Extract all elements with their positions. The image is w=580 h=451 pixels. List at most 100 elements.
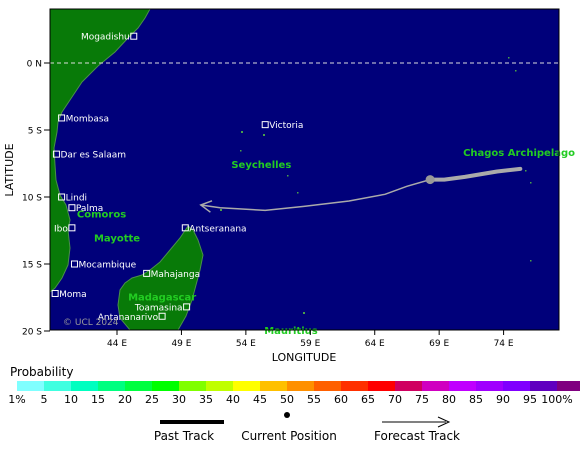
city-square-icon	[261, 121, 269, 129]
legend-tick-label: 70	[388, 393, 402, 406]
city-marker: Ibo	[54, 224, 76, 234]
legend-swatch	[368, 381, 395, 391]
legend-swatch	[557, 381, 580, 391]
lat-tick-label: 15 S	[22, 261, 42, 271]
legend-tick-label: 10	[64, 393, 78, 406]
legend-swatch	[125, 381, 152, 391]
lon-tick-label: 54 E	[236, 339, 256, 349]
current-position-legend-dot	[284, 412, 290, 418]
region-label: Mayotte	[94, 234, 140, 245]
legend-swatch	[233, 381, 260, 391]
lon-tick-label: 59 E	[300, 339, 320, 349]
y-axis-title: LATITUDE	[3, 143, 16, 196]
legend-swatch	[287, 381, 314, 391]
probability-color-scale	[17, 381, 580, 391]
city-label: Mocambique	[78, 261, 136, 271]
city-label: Lindi	[66, 194, 87, 204]
legend-tick-label: 5	[41, 393, 48, 406]
map-frame	[49, 8, 560, 331]
city-label: Palma	[76, 204, 103, 214]
legend-swatch	[179, 381, 206, 391]
legend-tick-label: 30	[172, 393, 186, 406]
city-marker: Mombasa	[58, 114, 109, 124]
forecast-track-legend-arrow	[437, 416, 451, 428]
legend-tick-label: 50	[280, 393, 294, 406]
lat-tick-label: 20 S	[22, 328, 42, 338]
city-label: Antananarivo	[98, 313, 159, 323]
legend-tick-label: 55	[307, 393, 321, 406]
city-square-icon	[143, 269, 151, 277]
city-square-icon	[51, 289, 59, 297]
city-square-icon	[130, 32, 138, 40]
legend-swatch	[260, 381, 287, 391]
legend-tick-label: 35	[199, 393, 213, 406]
legend-swatch	[530, 381, 557, 391]
city-marker: Lindi	[58, 193, 87, 204]
city-marker: Mahajanga	[143, 269, 200, 280]
city-label: Victoria	[269, 121, 303, 131]
city-marker: Mogadishu	[81, 32, 138, 43]
legend-swatch	[422, 381, 449, 391]
city-label: Antseranana	[189, 224, 246, 234]
city-square-icon	[70, 260, 78, 268]
city-square-icon	[58, 193, 66, 201]
past-track-line	[428, 166, 523, 182]
city-label: Dar es Salaam	[60, 151, 126, 161]
legend-title: Probability	[10, 365, 73, 379]
legend-tick-label: 20	[118, 393, 132, 406]
legend-swatch	[44, 381, 71, 391]
legend-tick-label: 15	[91, 393, 105, 406]
lon-tick-label: 49 E	[171, 339, 191, 349]
africa-landmass	[49, 8, 151, 294]
city-square-icon	[183, 303, 191, 311]
legend-tick-label: 40	[226, 393, 240, 406]
legend-swatch	[314, 381, 341, 391]
city-label: Mogadishu	[81, 33, 130, 43]
lon-tick-label: 44 E	[107, 339, 127, 349]
lat-tick-label: 5 S	[28, 127, 43, 137]
legend-swatch	[476, 381, 503, 391]
legend-swatch	[17, 381, 44, 391]
legend-swatch	[395, 381, 422, 391]
legend-swatch	[152, 381, 179, 391]
legend-tick-label: 1%	[8, 393, 25, 406]
current-position-legend-label: Current Position	[241, 429, 337, 443]
copyright-text: © UCL 2024	[63, 318, 119, 328]
legend-swatch	[206, 381, 233, 391]
city-label: Mombasa	[66, 114, 109, 124]
legend-swatch	[449, 381, 476, 391]
lat-tick-label: 10 S	[22, 194, 42, 204]
current-position-marker	[425, 175, 435, 185]
lat-tick-label: 0 N	[27, 60, 42, 70]
region-label: Comoros	[77, 209, 126, 220]
city-label: Toamasina	[134, 303, 183, 313]
city-label: Mahajanga	[151, 270, 200, 280]
legend-swatch	[98, 381, 125, 391]
legend-tick-label: 45	[253, 393, 267, 406]
city-marker: Mocambique	[70, 260, 137, 271]
city-marker: Antseranana	[181, 224, 247, 234]
legend-swatch	[71, 381, 98, 391]
city-square-icon	[58, 114, 66, 122]
city-marker: Antananarivo	[98, 312, 166, 323]
forecast-track-legend-label: Forecast Track	[374, 429, 460, 443]
legend-tick-label: 100%	[541, 393, 572, 406]
city-label: Moma	[59, 290, 87, 300]
forecast-track-arrowhead	[199, 200, 213, 213]
past-track-legend-label: Past Track	[154, 429, 214, 443]
legend-tick-label: 95	[523, 393, 537, 406]
legend-swatch	[341, 381, 368, 391]
lon-tick-label: 74 E	[494, 339, 514, 349]
legend-tick-label: 80	[442, 393, 456, 406]
legend-tick-label: 60	[334, 393, 348, 406]
city-square-icon	[68, 224, 76, 232]
lon-tick-label: 64 E	[365, 339, 385, 349]
city-label: Ibo	[54, 224, 68, 234]
region-label: Chagos Archipelago	[463, 148, 575, 159]
legend-tick-label: 65	[361, 393, 375, 406]
city-marker: Dar es Salaam	[52, 150, 126, 161]
city-marker: Victoria	[261, 121, 303, 131]
city-square-icon	[52, 150, 60, 158]
region-label: Seychelles	[231, 160, 291, 171]
